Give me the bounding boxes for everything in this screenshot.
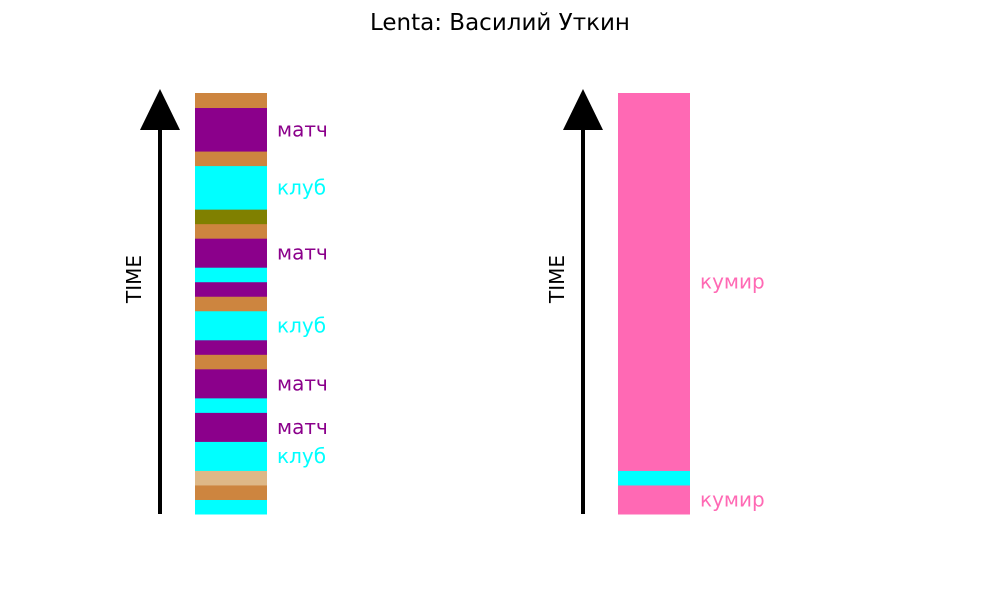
- timeline-segment: [195, 93, 267, 109]
- segment-label: клуб: [277, 175, 326, 199]
- timeline-panel-right: TIME кумир кумир: [545, 89, 765, 515]
- timeline-segment: [195, 238, 267, 268]
- segment-label: матч: [277, 415, 328, 439]
- segment-label: клуб: [277, 444, 326, 468]
- timeline-segment: [195, 354, 267, 370]
- timeline-segment: [618, 484, 690, 515]
- segment-label: кумир: [700, 270, 765, 294]
- time-axis-label: TIME: [122, 255, 146, 304]
- timeline-segment: [195, 397, 267, 413]
- timeline-segment: [195, 484, 267, 500]
- timeline-segment: [195, 412, 267, 442]
- timeline-segment: [195, 151, 267, 167]
- timeline-segment: [195, 223, 267, 239]
- timeline-segment: [195, 470, 267, 486]
- timeline-segment: [195, 368, 267, 399]
- timeline-segment: [195, 310, 267, 341]
- timeline-segment: [195, 339, 267, 355]
- time-arrow-head-icon: [140, 89, 180, 130]
- timeline-segment: [195, 281, 267, 297]
- timeline-segment: [195, 499, 267, 515]
- timeline-segment: [195, 209, 267, 225]
- timeline-segment: [195, 107, 267, 152]
- timeline-segment: [618, 93, 690, 471]
- segment-label: матч: [277, 371, 328, 395]
- timeline-segments: кумир кумир: [618, 93, 765, 515]
- time-arrow-head-icon: [563, 89, 603, 130]
- segment-label: кумир: [700, 487, 765, 511]
- segment-label: матч: [277, 117, 328, 141]
- segment-label: клуб: [277, 313, 326, 337]
- timeline-segment: [618, 470, 690, 486]
- timeline-segment: [195, 267, 267, 283]
- timeline-segment: [195, 296, 267, 312]
- segment-label: матч: [277, 241, 328, 265]
- time-axis-label: TIME: [545, 255, 569, 304]
- timeline-panel-left: TIME клуб матч матч клуб матч клуб матч: [122, 89, 328, 515]
- timeline-segment: [195, 165, 267, 210]
- chart-title: Lenta: Василий Уткин: [370, 10, 630, 36]
- timeline-segments: клуб матч матч клуб матч клуб матч: [195, 93, 328, 515]
- timeline-segment: [195, 441, 267, 471]
